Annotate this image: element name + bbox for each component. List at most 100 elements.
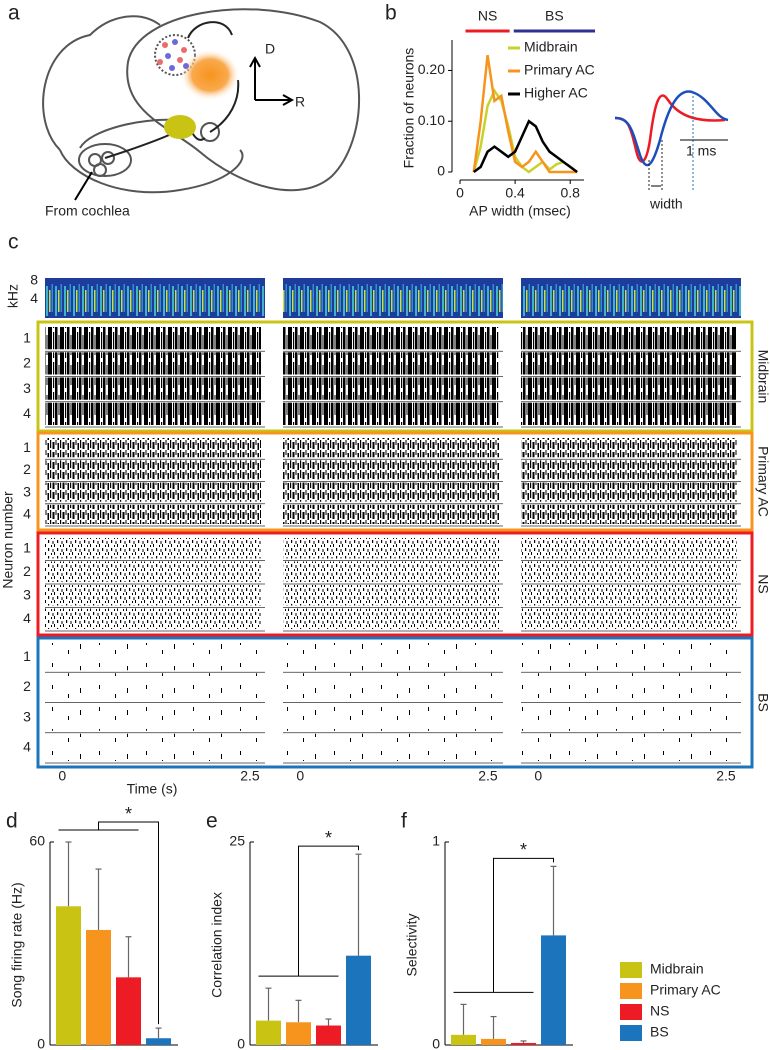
- raster-row: [521, 482, 737, 502]
- raster-row: [283, 504, 499, 524]
- neuron-label: 3: [23, 483, 31, 499]
- bar: [86, 929, 111, 1045]
- y-tick-label: 0: [237, 1036, 245, 1050]
- waveform-inset: [614, 90, 729, 192]
- raster-row: [45, 438, 261, 458]
- inset-scale: 1 ms: [686, 143, 716, 159]
- y-tick-label: 0: [437, 163, 445, 179]
- legend-swatch: [620, 1004, 642, 1020]
- neuron-label: 2: [23, 355, 31, 371]
- raster-row: [45, 327, 261, 350]
- significance-bracket: [258, 845, 359, 977]
- raster-row: [521, 585, 737, 606]
- raster-row: [521, 352, 737, 375]
- x-tick-label: 2.5: [716, 768, 736, 784]
- raster-row: [45, 703, 261, 731]
- series-line: [472, 55, 578, 174]
- midbrain-nucleus: [164, 115, 196, 139]
- group-box: [36, 636, 754, 769]
- bar: [286, 1022, 311, 1045]
- x-tick-label: 0: [456, 185, 464, 201]
- x-tick-label: 2.5: [478, 768, 498, 784]
- neuron-label: 1: [23, 329, 31, 345]
- neuron-label: 2: [23, 678, 31, 694]
- group-box: [36, 531, 754, 637]
- raster-row: [283, 482, 499, 502]
- x-axis-label: AP width (msec): [469, 203, 571, 219]
- bar: [146, 1038, 171, 1045]
- x-tick-label: 0: [296, 768, 304, 784]
- neuron-label: 4: [23, 610, 31, 626]
- band-label: NS: [478, 8, 497, 24]
- neuron-label: 2: [23, 563, 31, 579]
- raster-row: [521, 460, 737, 480]
- raster-row: [283, 377, 499, 400]
- neuron-label: 4: [23, 405, 31, 421]
- y-tick-label: 60: [29, 833, 45, 849]
- panel-label: d: [6, 810, 18, 833]
- legend-swatch: [620, 962, 642, 978]
- significance-star: *: [325, 828, 332, 848]
- neuron-label: 1: [23, 439, 31, 455]
- legend-swatch: [620, 1025, 642, 1041]
- bar: [541, 935, 566, 1045]
- panel-label: f: [401, 810, 407, 833]
- panel-label: b: [385, 2, 397, 25]
- significance-star: *: [520, 840, 527, 860]
- panel-label: c: [8, 231, 19, 254]
- raster-row: [45, 460, 261, 480]
- orientation-arrows: [74, 55, 295, 201]
- raster-row: [521, 438, 737, 458]
- legend-label: BS: [650, 1024, 669, 1040]
- raster-row: [521, 733, 737, 761]
- x-tick-label: 0.8: [560, 185, 580, 201]
- series-line: [472, 88, 578, 174]
- legend-label: Midbrain: [524, 39, 578, 55]
- spectrogram: [521, 278, 741, 318]
- bar: [316, 1025, 341, 1045]
- y-axis-label: Selectivity: [404, 913, 420, 976]
- raster-row: [521, 643, 737, 671]
- raster-row: [45, 608, 261, 629]
- input-label: From cochlea: [45, 203, 130, 219]
- y-tick-label: 0.20: [418, 61, 445, 77]
- raster-row: [45, 482, 261, 502]
- series-line: [473, 119, 578, 174]
- raster-row: [283, 673, 499, 701]
- neuron-label: 3: [23, 586, 31, 602]
- spec-label: kHz: [5, 284, 21, 308]
- legend-label: Primary AC: [650, 982, 721, 998]
- neuron-label: 1: [23, 648, 31, 664]
- x-tick-label: 0: [58, 768, 66, 784]
- y-axis-label: Neuron number: [0, 491, 16, 589]
- x-tick-label: 2.5: [240, 768, 260, 784]
- panel-label: a: [8, 2, 20, 25]
- spectrogram: [283, 278, 503, 318]
- x-tick-label: 0.4: [505, 185, 525, 201]
- y-axis-label: Correlation index: [209, 892, 225, 998]
- raster-row: [45, 561, 261, 582]
- raster-row: [521, 673, 737, 701]
- raster-row: [521, 504, 737, 524]
- raster-row: [283, 438, 499, 458]
- auditory-cortex: [180, 49, 240, 101]
- group-label: NS: [755, 574, 770, 593]
- raster-row: [283, 733, 499, 761]
- band-label: BS: [545, 8, 564, 24]
- raster-row: [521, 561, 737, 582]
- raster-row: [521, 538, 737, 559]
- raster-row: [283, 608, 499, 629]
- neuron-label: 3: [23, 708, 31, 724]
- raster-row: [521, 377, 737, 400]
- neuron-label: 4: [23, 506, 31, 522]
- raster-row: [521, 327, 737, 350]
- raster-row: [45, 538, 261, 559]
- group-label: Primary AC: [755, 446, 770, 517]
- legend-label: Higher AC: [524, 85, 588, 101]
- legend-label: Primary AC: [524, 62, 595, 78]
- spec-tick-label: 4: [30, 290, 38, 306]
- raster-row: [45, 585, 261, 606]
- bar: [116, 977, 141, 1045]
- raster-row: [45, 352, 261, 375]
- y-tick-label: 25: [229, 833, 245, 849]
